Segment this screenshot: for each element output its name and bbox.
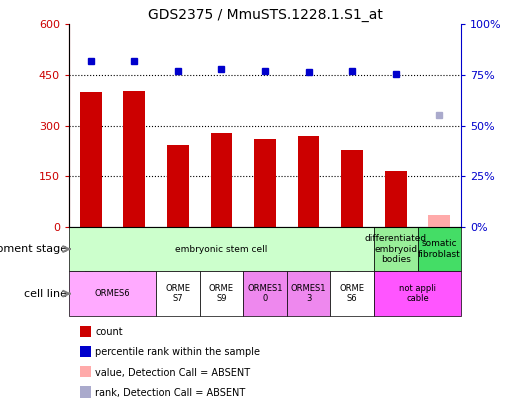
Text: differentiated
embryoid
bodies: differentiated embryoid bodies	[365, 234, 427, 264]
Bar	[428, 215, 450, 227]
Text: percentile rank within the sample: percentile rank within the sample	[95, 347, 260, 357]
Bar	[287, 271, 330, 316]
Bar	[374, 271, 461, 316]
Bar	[254, 139, 276, 227]
Title: GDS2375 / MmuSTS.1228.1.S1_at: GDS2375 / MmuSTS.1228.1.S1_at	[147, 8, 383, 22]
Bar	[330, 271, 374, 316]
Bar	[156, 271, 200, 316]
Text: value, Detection Call = ABSENT: value, Detection Call = ABSENT	[95, 368, 251, 377]
Bar	[374, 227, 418, 271]
Bar	[200, 271, 243, 316]
Text: ORMES1
0: ORMES1 0	[248, 284, 282, 303]
Text: ORMES1
3: ORMES1 3	[291, 284, 326, 303]
Bar	[243, 271, 287, 316]
Bar	[80, 92, 102, 227]
Bar	[167, 145, 189, 227]
Bar	[418, 227, 461, 271]
Bar	[123, 91, 145, 227]
Text: ORME
S6: ORME S6	[340, 284, 365, 303]
Text: ORMES6: ORMES6	[95, 289, 130, 298]
Text: somatic
fibroblast: somatic fibroblast	[418, 239, 461, 259]
Bar	[385, 171, 407, 227]
Text: count: count	[95, 327, 123, 337]
Text: development stage: development stage	[0, 244, 67, 254]
Bar	[69, 271, 156, 316]
Text: cell line: cell line	[24, 289, 67, 298]
Text: embryonic stem cell: embryonic stem cell	[175, 245, 268, 254]
Text: rank, Detection Call = ABSENT: rank, Detection Call = ABSENT	[95, 388, 245, 398]
Text: not appli
cable: not appli cable	[399, 284, 436, 303]
Bar	[69, 227, 374, 271]
Text: ORME
S9: ORME S9	[209, 284, 234, 303]
Bar	[298, 136, 320, 227]
Bar	[210, 133, 232, 227]
Text: ORME
S7: ORME S7	[165, 284, 190, 303]
Bar	[341, 150, 363, 227]
